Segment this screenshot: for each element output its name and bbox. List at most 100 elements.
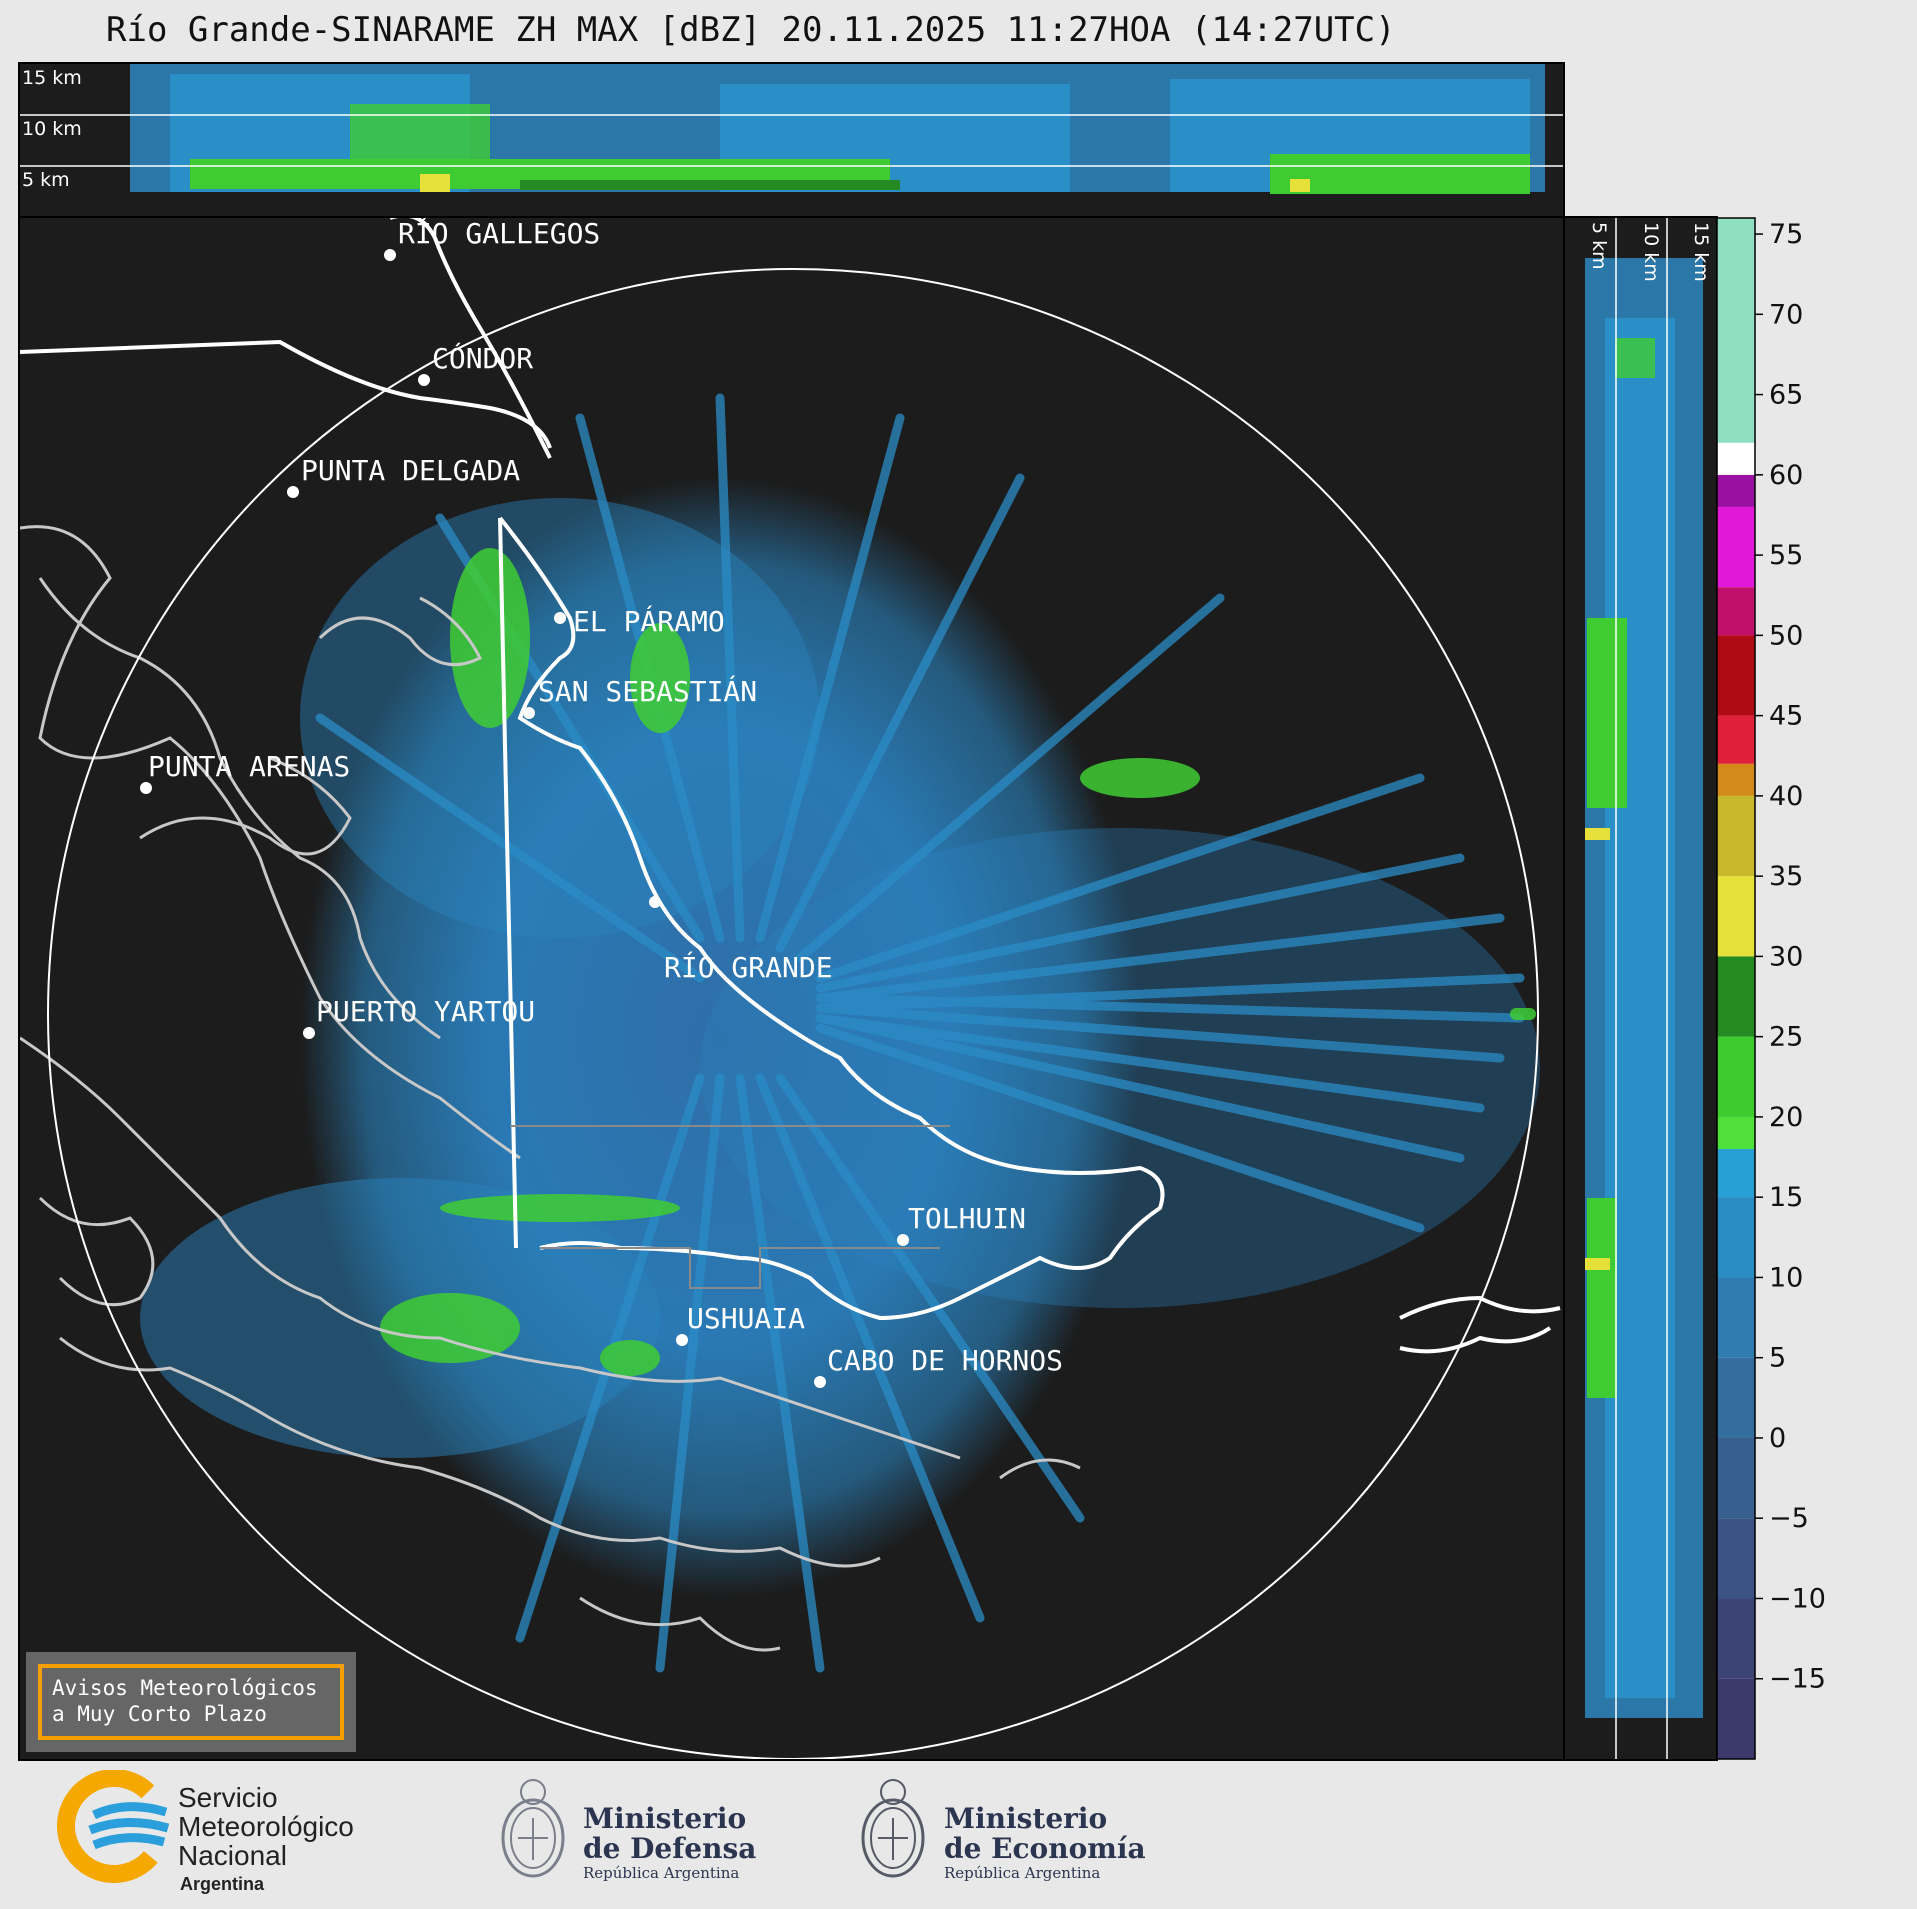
colorbar-band: [1717, 956, 1755, 1037]
top-label-5km: 5 km: [22, 169, 70, 191]
colorbar-tick-label: 0: [1769, 1423, 1786, 1454]
smn-line2: Meteorológico: [178, 1811, 354, 1842]
colorbar-tick-label: 10: [1769, 1262, 1803, 1293]
colorbar-frame: [1716, 217, 1756, 1760]
colorbar-band: [1717, 635, 1755, 716]
city-label: USHUAIA: [687, 1302, 805, 1335]
city-marker: [287, 486, 299, 498]
city-label: CÓNDOR: [432, 341, 533, 375]
city-marker: [814, 1376, 826, 1388]
colorbar-tick-label: 55: [1769, 540, 1803, 571]
economia-logo-text: Ministerio de Economía República Argenti…: [944, 1802, 1146, 1883]
side-echo-band: [1585, 258, 1703, 1718]
defensa-line2: de Defensa: [583, 1832, 757, 1865]
city-rio-grande[interactable]: RÍO GRANDE: [649, 896, 833, 984]
warning-line1: Avisos Meteorológicos: [52, 1676, 318, 1700]
defensa-line3: República Argentina: [583, 1864, 740, 1882]
colorbar-tick-label: 30: [1769, 941, 1803, 972]
city-ushuaia[interactable]: USHUAIA: [676, 1302, 805, 1346]
top-echo-band: [130, 64, 1545, 194]
colorbar-tick-label: 40: [1769, 781, 1803, 812]
range-ring: [47, 268, 1539, 1759]
page-title: Río Grande-SINARAME ZH MAX [dBZ] 20.11.2…: [106, 10, 1396, 50]
colorbar-tick-label: 20: [1769, 1102, 1803, 1133]
smn-logo-icon: [57, 1770, 171, 1883]
city-marker: [897, 1234, 909, 1246]
colorbar-band: [1717, 1357, 1755, 1438]
colorbar-band: [1717, 795, 1755, 877]
smn-line3: Nacional: [178, 1840, 287, 1871]
colorbar-tick-label: 25: [1769, 1022, 1803, 1053]
colorbar-band: [1717, 442, 1755, 475]
city-label: EL PÁRAMO: [573, 604, 725, 638]
city-label: PUNTA DELGADA: [301, 454, 520, 487]
economia-line1: Ministerio: [944, 1802, 1108, 1835]
top-cross-section: 15 km 10 km 5 km: [18, 62, 1565, 218]
defensa-logo-text: Ministerio de Defensa República Argentin…: [583, 1802, 757, 1883]
city-el-paramo[interactable]: EL PÁRAMO: [554, 604, 725, 638]
city-san-sebastian[interactable]: SAN SEBASTIÁN: [523, 674, 757, 719]
city-marker: [676, 1334, 688, 1346]
radar-map-panel: RÍO GALLEGOS CÓNDOR PUNTA DELGADA EL PÁR…: [18, 216, 1565, 1761]
smn-line1: Servicio: [178, 1782, 278, 1813]
cities: RÍO GALLEGOS CÓNDOR PUNTA DELGADA EL PÁR…: [140, 218, 1063, 1388]
side-label-5km: 5 km: [1588, 222, 1610, 270]
colorbar-band: [1717, 1598, 1755, 1679]
colorbar-tick-label: 15: [1769, 1182, 1803, 1213]
city-label: RÍO GRANDE: [664, 950, 833, 984]
economia-line2: de Economía: [944, 1832, 1146, 1865]
colorbar-band: [1717, 763, 1755, 796]
colorbar-band: [1717, 876, 1755, 957]
city-marker: [554, 612, 566, 624]
city-rio-gallegos[interactable]: RÍO GALLEGOS: [384, 218, 600, 261]
colorbar-tick-label: 60: [1769, 460, 1803, 491]
city-marker: [303, 1027, 315, 1039]
city-condor[interactable]: CÓNDOR: [418, 341, 533, 386]
colorbar-tick-label: 75: [1769, 219, 1803, 250]
city-marker: [418, 374, 430, 386]
colorbar-band: [1717, 1437, 1755, 1519]
top-label-15km: 15 km: [22, 67, 82, 89]
side-label-10km: 10 km: [1640, 222, 1662, 282]
city-punta-delgada[interactable]: PUNTA DELGADA: [287, 454, 520, 498]
economia-line3: República Argentina: [944, 1864, 1101, 1882]
city-marker: [649, 896, 661, 908]
city-punta-arenas[interactable]: PUNTA ARENAS: [140, 750, 350, 794]
colorbar-band: [1717, 1197, 1755, 1278]
warning-box[interactable]: Avisos Meteorológicos a Muy Corto Plazo: [26, 1652, 356, 1752]
warning-line2: a Muy Corto Plazo: [52, 1702, 267, 1726]
colorbar-tick-label: 70: [1769, 299, 1803, 330]
colorbar-tick-label: 50: [1769, 620, 1803, 651]
smn-line4: Argentina: [180, 1874, 265, 1894]
colorbar-tick-label: 35: [1769, 861, 1803, 892]
side-section-plot: 5 km 10 km 15 km: [1585, 218, 1712, 1759]
city-label: TOLHUIN: [908, 1202, 1026, 1235]
economia-seal-icon: [861, 1779, 925, 1878]
city-label: PUERTO YARTOU: [316, 995, 535, 1028]
colorbar-tick-label: 5: [1769, 1343, 1786, 1374]
colorbar-bands: [1717, 218, 1755, 1759]
colorbar-tick-label: −10: [1769, 1583, 1826, 1614]
city-puerto-yartou[interactable]: PUERTO YARTOU: [303, 995, 535, 1039]
colorbar-band: [1717, 1116, 1755, 1150]
colorbar-band: [1717, 1678, 1755, 1759]
city-marker: [384, 249, 396, 261]
city-cabo-de-hornos[interactable]: CABO DE HORNOS: [814, 1344, 1063, 1388]
side-cross-section: 5 km 10 km 15 km: [1563, 216, 1718, 1761]
colorbar-band: [1717, 474, 1755, 507]
colorbar-band: [1717, 715, 1755, 764]
defensa-seal-icon: [501, 1779, 565, 1878]
warning-box-inner: Avisos Meteorológicos a Muy Corto Plazo: [38, 1664, 344, 1740]
green-cells: [380, 548, 1536, 1376]
city-label: SAN SEBASTIÁN: [538, 674, 757, 708]
colorbar-tick-label: −15: [1769, 1664, 1826, 1695]
defensa-line1: Ministerio: [583, 1802, 747, 1835]
radar-map[interactable]: RÍO GALLEGOS CÓNDOR PUNTA DELGADA EL PÁR…: [20, 218, 1563, 1759]
city-tolhuin[interactable]: TOLHUIN: [897, 1202, 1026, 1246]
city-marker: [523, 707, 535, 719]
smn-logo-text: Servicio Meteorológico Nacional Argentin…: [178, 1783, 354, 1899]
province-lines: [510, 1125, 950, 1289]
city-marker: [140, 782, 152, 794]
top-section-plot: 15 km 10 km 5 km: [20, 64, 1563, 194]
